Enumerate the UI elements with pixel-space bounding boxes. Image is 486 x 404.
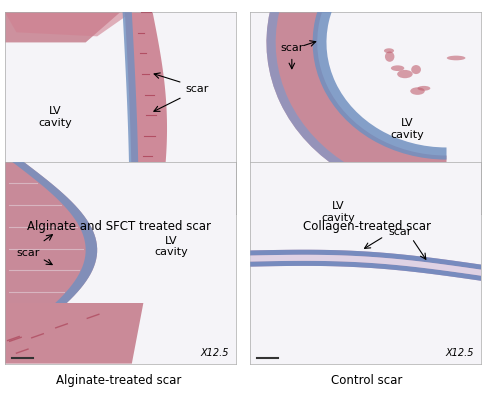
Ellipse shape	[410, 87, 425, 95]
Text: scar: scar	[185, 84, 208, 94]
Text: X12.5: X12.5	[200, 347, 229, 358]
Wedge shape	[266, 0, 447, 200]
Text: LV
cavity: LV cavity	[154, 236, 188, 257]
Wedge shape	[266, 0, 447, 200]
Polygon shape	[250, 261, 481, 281]
Polygon shape	[5, 12, 120, 42]
Text: Control scar: Control scar	[331, 374, 402, 387]
Text: X12.5: X12.5	[200, 198, 229, 208]
Polygon shape	[5, 303, 143, 364]
Text: LV
cavity: LV cavity	[321, 201, 355, 223]
Ellipse shape	[397, 70, 413, 78]
Ellipse shape	[447, 56, 466, 60]
Text: X12.5: X12.5	[446, 347, 474, 358]
Ellipse shape	[385, 51, 395, 62]
Ellipse shape	[411, 65, 421, 74]
Text: LV
cavity: LV cavity	[39, 106, 72, 128]
Text: LV
cavity: LV cavity	[390, 118, 424, 140]
Text: X12.5: X12.5	[446, 198, 474, 208]
Polygon shape	[5, 162, 97, 303]
Polygon shape	[250, 250, 481, 270]
Ellipse shape	[417, 86, 430, 91]
Text: scar: scar	[16, 248, 40, 257]
Ellipse shape	[384, 48, 394, 53]
Polygon shape	[125, 12, 167, 214]
Text: Alginate-treated scar: Alginate-treated scar	[56, 374, 182, 387]
Text: scar: scar	[389, 227, 412, 237]
Polygon shape	[250, 174, 365, 214]
Polygon shape	[12, 162, 97, 303]
Text: scar: scar	[280, 44, 304, 53]
Polygon shape	[250, 255, 481, 276]
Text: Alginate and SFCT treated scar: Alginate and SFCT treated scar	[27, 220, 211, 233]
Polygon shape	[122, 12, 139, 214]
Wedge shape	[312, 0, 447, 160]
Text: Collagen-treated scar: Collagen-treated scar	[303, 220, 431, 233]
Ellipse shape	[391, 65, 404, 71]
Polygon shape	[250, 250, 481, 281]
Polygon shape	[5, 12, 132, 36]
